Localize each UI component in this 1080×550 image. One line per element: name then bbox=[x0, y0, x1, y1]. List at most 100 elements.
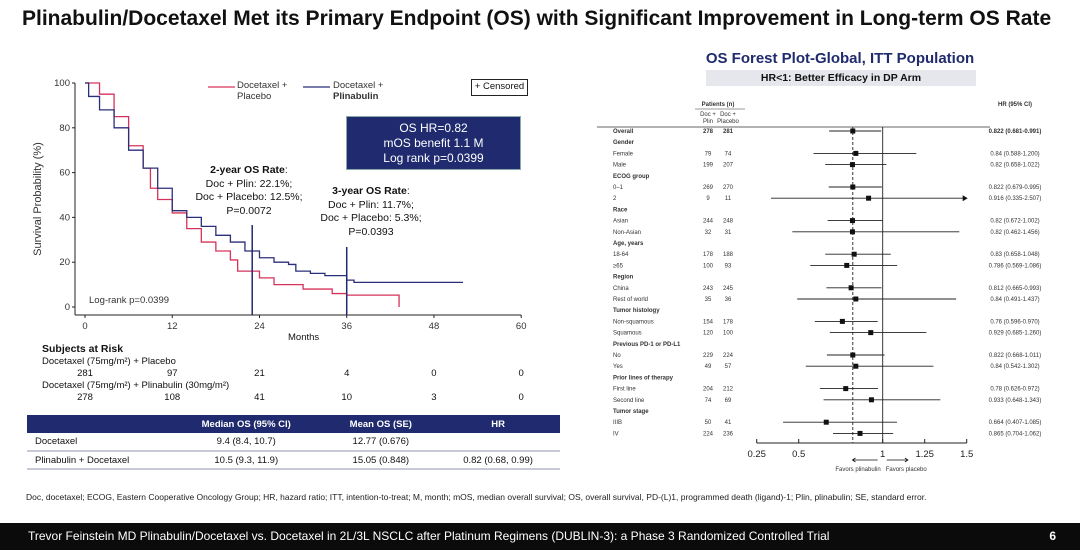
hr-point bbox=[843, 386, 849, 392]
n-placebo: 69 bbox=[725, 398, 732, 404]
y-tick-label: 80 bbox=[59, 123, 70, 134]
hr-value: 0.84 (0.588-1.200) bbox=[990, 151, 1039, 157]
x-tick-label: 60 bbox=[516, 321, 527, 332]
subgroup-label: Asian bbox=[613, 219, 628, 225]
hr-value: 0.822 (0.679-0.995) bbox=[989, 185, 1042, 191]
n-plin: 100 bbox=[703, 263, 714, 269]
legend-text: Docetaxel + bbox=[237, 80, 288, 91]
hr-value: 0.84 (0.491-1.437) bbox=[990, 297, 1039, 303]
hr-point bbox=[850, 128, 856, 134]
subgroup-header: Overall bbox=[613, 129, 634, 135]
cell: 12.77 (0.676) bbox=[325, 433, 437, 452]
y-axis-label: Survival Probability (%) bbox=[32, 142, 44, 256]
info-line: OS HR=0.82 bbox=[399, 121, 468, 135]
n-plin: 224 bbox=[703, 431, 714, 437]
n-placebo: 100 bbox=[723, 331, 734, 337]
forest-subtitle: HR<1: Better Efficacy in DP Arm bbox=[706, 70, 976, 86]
hr-point bbox=[849, 229, 855, 235]
x-axis-label: Months bbox=[288, 332, 320, 343]
n-plin: 278 bbox=[703, 129, 714, 135]
n-placebo: 74 bbox=[725, 151, 732, 157]
annotation-line: Doc + Plin: 22.1%; bbox=[205, 177, 293, 190]
n-plin: 35 bbox=[705, 297, 712, 303]
n-placebo: 224 bbox=[723, 353, 734, 359]
arrow-right-icon bbox=[886, 457, 909, 463]
favors-plinabulin: Favors plinabulin bbox=[835, 467, 880, 473]
annotation-line: P=0.0072 bbox=[226, 204, 272, 217]
subgroup-header: Race bbox=[613, 207, 628, 213]
subgroup-label: Rest of world bbox=[613, 297, 648, 303]
n-plin: 229 bbox=[703, 353, 714, 359]
hr-point bbox=[868, 330, 874, 336]
hr-value: 0.82 (0.672-1.002) bbox=[990, 219, 1039, 225]
placebo-curve bbox=[85, 82, 400, 307]
n-plin: 154 bbox=[703, 319, 714, 325]
risk-count: 0 bbox=[518, 392, 524, 403]
forest-tick-label: 0.5 bbox=[792, 449, 805, 460]
cell bbox=[436, 433, 560, 452]
n-placebo: 31 bbox=[725, 230, 732, 236]
n-placebo: 212 bbox=[723, 387, 734, 393]
subgroup-label: First line bbox=[613, 387, 636, 393]
subgroup-label: Second line bbox=[613, 398, 645, 404]
summary-table: Median OS (95% CI) Mean OS (SE) HR Docetax… bbox=[27, 415, 560, 470]
hr-value: 0.865 (0.704-1.062) bbox=[989, 431, 1042, 437]
hr-point bbox=[853, 363, 859, 369]
cell: Docetaxel bbox=[27, 433, 167, 452]
subgroup-label: Squamous bbox=[613, 331, 642, 337]
cell: Plinabulin + Docetaxel bbox=[27, 451, 167, 470]
n-plin: 32 bbox=[705, 230, 712, 236]
subgroup-header: Tumor stage bbox=[613, 409, 649, 415]
forest-title: OS Forest Plot-Global, ITT Population bbox=[705, 50, 975, 67]
subgroup-label: Non-squamous bbox=[613, 319, 654, 325]
hr-point bbox=[857, 430, 863, 436]
table-header: Median OS (95% CI) Mean OS (SE) HR bbox=[27, 415, 560, 433]
hr-point bbox=[850, 184, 856, 190]
hr-info-box: OS HR=0.82 mOS benefit 1.1 M Log rank p=0.… bbox=[346, 116, 521, 170]
legend-text: Plinabulin bbox=[333, 91, 379, 102]
x-tick-label: 24 bbox=[254, 321, 265, 332]
hr-point bbox=[844, 262, 850, 268]
header-cell: Mean OS (SE) bbox=[325, 415, 437, 433]
header-cell bbox=[27, 415, 167, 433]
hr-point bbox=[853, 150, 859, 156]
n-placebo: 245 bbox=[723, 286, 734, 292]
subgroup-label: IIIB bbox=[613, 420, 622, 426]
risk-plin-label: Docetaxel (75mg/m²) + Plinabulin (30mg/m… bbox=[42, 380, 230, 391]
subgroup-label: ≥65 bbox=[613, 263, 624, 269]
ci-arrow bbox=[962, 195, 968, 202]
two-year-annotation: 2-year OS Rate: Doc + Plin: 22.1%; Doc + P… bbox=[179, 164, 319, 218]
n-placebo: 11 bbox=[725, 196, 732, 202]
subgroup-label: 2 bbox=[613, 196, 617, 202]
legend-text: Docetaxel + bbox=[333, 80, 384, 91]
annotation-title: 2-year OS Rate bbox=[210, 164, 285, 176]
subgroup-label: Female bbox=[613, 151, 634, 157]
risk-count: 108 bbox=[164, 392, 181, 403]
hr-point bbox=[853, 296, 859, 302]
risk-count: 0 bbox=[431, 368, 437, 379]
n-placebo: 236 bbox=[723, 431, 734, 437]
hr-value: 0.929 (0.685-1.260) bbox=[989, 331, 1042, 337]
risk-count: 3 bbox=[431, 392, 437, 403]
hr-value: 0.916 (0.335-2.507) bbox=[989, 196, 1042, 202]
hr-point bbox=[848, 285, 854, 291]
n-placebo: 57 bbox=[725, 364, 732, 370]
cell: 15.05 (0.848) bbox=[325, 451, 437, 470]
cell: 9.4 (8.4, 10.7) bbox=[167, 433, 326, 452]
hr-value: 0.84 (0.542-1.302) bbox=[990, 364, 1039, 370]
risk-count: 97 bbox=[166, 368, 178, 379]
forest-tick-label: 1 bbox=[880, 449, 885, 460]
plinabulin-curve bbox=[85, 82, 464, 284]
arrow-left-icon bbox=[851, 457, 878, 463]
n-plin: 243 bbox=[703, 286, 714, 292]
legend-placebo: Docetaxel + Placebo bbox=[237, 80, 287, 102]
subgroup-header: Previous PD-1 or PD-L1 bbox=[613, 342, 681, 348]
hr-value: 0.76 (0.596-0.970) bbox=[990, 319, 1039, 325]
subgroup-label: China bbox=[613, 286, 629, 292]
footnote: Doc, docetaxel; ECOG, Eastern Cooperativ… bbox=[26, 492, 927, 502]
hr-point bbox=[866, 195, 872, 201]
annotation-title: 3-year OS Rate bbox=[332, 185, 407, 197]
subgroup-header: Gender bbox=[613, 140, 635, 146]
subgroup-header: Tumor histology bbox=[613, 308, 660, 314]
subgroup-label: Yes bbox=[613, 364, 623, 370]
